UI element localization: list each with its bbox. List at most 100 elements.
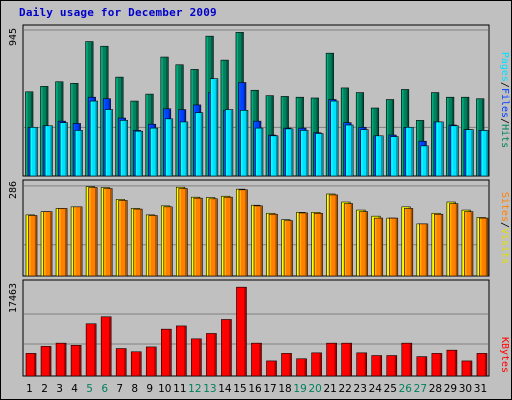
- panel-kbytes: 17463 KBytes: [8, 279, 510, 377]
- sites-bar-day-12-highlight: [194, 198, 196, 276]
- panel-visits: 286 Sites/Visits: [8, 179, 510, 277]
- sites-bar-day-16: [253, 205, 263, 277]
- sites-bar-day-19-shadow: [305, 213, 308, 276]
- visits-bar-day-26-highlight: [402, 207, 404, 276]
- files-bar-day-7-highlight: [118, 118, 121, 176]
- pages-bar-day-16: [255, 127, 264, 177]
- kbytes-bar-day-6-shadow: [109, 317, 111, 376]
- pages-bar-day-6-body: [104, 109, 113, 177]
- kbytes-bar-day-4-body: [70, 345, 82, 377]
- files-bar-day-8-highlight: [133, 130, 136, 176]
- kbytes-bar-day-23-highlight: [357, 353, 359, 376]
- hits-bar-day-12-highlight: [191, 69, 193, 176]
- kbytes-bar-day-13-highlight: [206, 333, 209, 376]
- pages-bar-day-13-body: [210, 78, 219, 177]
- kbytes-bar-day-10-body: [160, 328, 172, 377]
- kbytes-bar-day-21: [326, 342, 337, 377]
- kbytes-bar-day-8-shadow: [139, 352, 141, 376]
- visits-bar-day-3-highlight: [56, 208, 59, 276]
- files-bar-day-10-highlight: [163, 109, 166, 176]
- sites-bar-day-29-shadow: [455, 204, 458, 276]
- pages-bar-day-2-shadow: [50, 126, 53, 176]
- pages-bar-day-2-body: [44, 125, 53, 177]
- hits-bar-day-21-highlight: [326, 53, 329, 176]
- day-label-23: 23: [354, 383, 367, 395]
- pages-bar-day-23-shadow: [366, 130, 368, 176]
- day-label-9: 9: [146, 383, 153, 395]
- files-bar-day-11-highlight: [178, 110, 181, 176]
- files-bar-day-27-highlight: [419, 141, 421, 176]
- files-bar-day-25-highlight: [389, 135, 391, 176]
- sites-bar-day-17-shadow: [275, 214, 278, 276]
- sites-bar-day-22: [343, 203, 353, 277]
- sites-bar-day-25-highlight: [389, 218, 392, 276]
- pages-bar-day-22-body: [345, 124, 354, 177]
- pages-bar-day-5-highlight: [90, 101, 93, 176]
- pages-bar-day-23-highlight: [361, 130, 363, 176]
- day-label-13: 13: [203, 383, 216, 395]
- kbytes-bar-day-23-shadow: [364, 353, 367, 376]
- pages-bar-day-20-shadow: [321, 134, 323, 176]
- sites-bar-day-4-body: [73, 206, 83, 277]
- kbytes-bar-day-6-highlight: [101, 317, 104, 376]
- day-label-2: 2: [41, 383, 48, 395]
- sites-bar-day-11-highlight: [179, 189, 181, 276]
- kbytes-bar-day-14: [221, 319, 232, 377]
- pages-bar-day-3-highlight: [60, 123, 63, 176]
- panel-hits-ylabel: Pages/Files/Hits: [499, 52, 510, 148]
- sites-bar-day-2: [43, 211, 53, 277]
- kbytes-bar-day-22-body: [341, 342, 352, 377]
- sites-bar-day-13: [208, 198, 218, 277]
- pages-bar-day-10-body: [164, 118, 174, 177]
- visits-bar-day-25-highlight: [387, 218, 389, 276]
- kbytes-bar-day-12-highlight: [191, 339, 194, 376]
- kbytes-bar-day-9: [145, 346, 157, 377]
- sites-bar-day-5-body: [88, 187, 98, 277]
- ylabel-hits: Hits: [499, 124, 510, 148]
- kbytes-bar-day-7-highlight: [116, 349, 119, 376]
- kbytes-bar-day-20-highlight: [312, 353, 314, 376]
- kbytes-bar-day-24: [371, 355, 383, 377]
- pages-bar-day-23-body: [360, 129, 369, 177]
- hits-bar-day-30-highlight: [461, 97, 464, 176]
- hits-bar-day-4-highlight: [71, 83, 73, 176]
- pages-bar-day-8-body: [134, 130, 144, 177]
- ylabel-sites: Sites: [499, 192, 510, 222]
- sites-bar-day-15-highlight: [239, 190, 242, 276]
- kbytes-bar-day-1-shadow: [33, 353, 36, 376]
- kbytes-bar-day-27-body: [416, 356, 428, 377]
- pages-bar-day-11: [180, 121, 189, 177]
- kbytes-bar-day-8-body: [130, 351, 142, 377]
- kbytes-bar-day-15-body: [236, 286, 247, 377]
- visits-bar-day-18-highlight: [282, 220, 284, 276]
- pages-bar-day-22-highlight: [346, 125, 348, 176]
- kbytes-bar-day-11-shadow: [184, 326, 186, 376]
- hits-bar-day-9-highlight: [146, 94, 148, 176]
- pages-bar-day-15-shadow: [245, 110, 248, 176]
- kbytes-bar-day-19-shadow: [304, 359, 307, 376]
- pages-bar-day-19-highlight: [301, 130, 303, 176]
- kbytes-bar-day-9-highlight: [146, 347, 149, 376]
- kbytes-bar-day-26-highlight: [402, 343, 404, 376]
- hits-bar-day-29-highlight: [446, 97, 449, 176]
- sites-bar-day-31: [479, 217, 489, 277]
- pages-bar-day-14: [225, 109, 234, 177]
- pages-bar-day-20: [315, 133, 324, 177]
- visits-bar-day-17-highlight: [267, 213, 269, 276]
- hits-bar-day-16-highlight: [251, 90, 254, 176]
- day-label-21: 21: [323, 383, 336, 395]
- pages-bar-day-7: [119, 120, 128, 177]
- pages-bar-day-17-body: [270, 135, 279, 177]
- kbytes-bar-day-10: [160, 328, 172, 377]
- kbytes-bar-day-23: [356, 352, 368, 377]
- pages-bar-day-21-shadow: [336, 101, 338, 176]
- hits-bar-day-23-highlight: [356, 93, 359, 176]
- day-axis-labels: 1 2 3 4 5 6 7 8 9 10 11 12 13 14 15 16 17 18 19 20 21 22 23 24 2…: [26, 383, 487, 395]
- ylabel-sep-2: /: [499, 118, 510, 124]
- sites-bar-day-19: [298, 212, 308, 277]
- sites-bar-day-20-shadow: [320, 213, 323, 276]
- sites-bar-day-25: [388, 217, 399, 277]
- sites-bar-day-18-shadow: [290, 221, 293, 276]
- pages-bar-day-5-shadow: [95, 101, 98, 176]
- pages-bar-day-25: [390, 136, 399, 177]
